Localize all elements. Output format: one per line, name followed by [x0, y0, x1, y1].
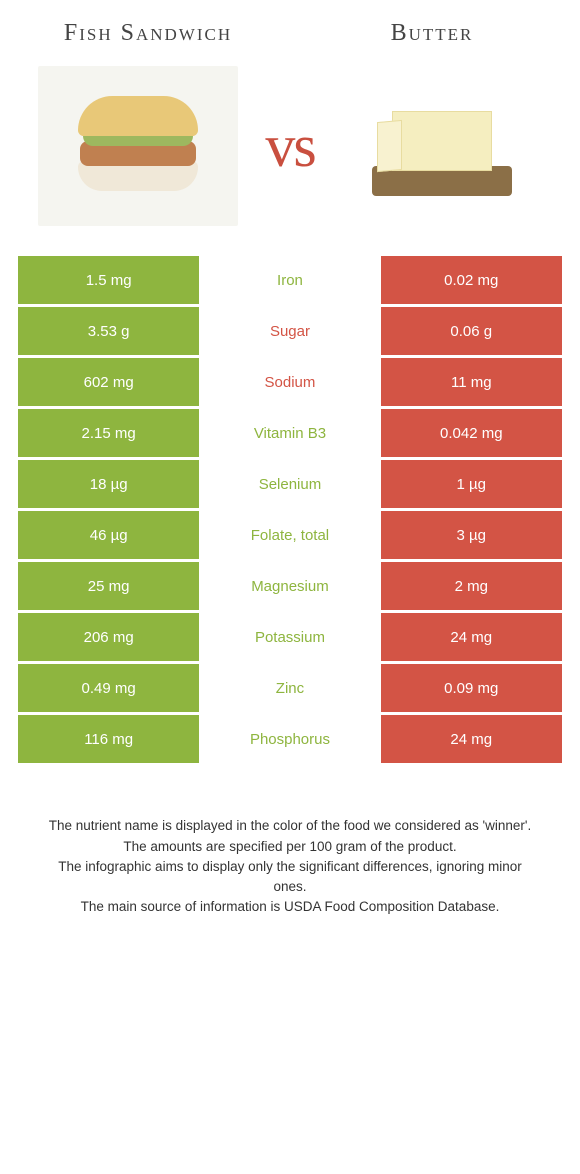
value-right: 24 mg — [381, 715, 562, 763]
table-row: 3.53 gSugar0.06 g — [18, 307, 562, 355]
table-row: 206 mgPotassium24 mg — [18, 613, 562, 661]
food1-image — [38, 66, 238, 226]
value-right: 24 mg — [381, 613, 562, 661]
food2-title: Butter — [332, 20, 532, 46]
value-right: 3 µg — [381, 511, 562, 559]
footer-line: The main source of information is USDA F… — [48, 897, 532, 917]
value-left: 18 µg — [18, 460, 199, 508]
table-row: 602 mgSodium11 mg — [18, 358, 562, 406]
nutrient-label: Vitamin B3 — [199, 409, 380, 457]
food2-image — [342, 66, 542, 226]
footer-notes: The nutrient name is displayed in the co… — [18, 766, 562, 937]
footer-line: The infographic aims to display only the… — [48, 857, 532, 898]
value-left: 1.5 mg — [18, 256, 199, 304]
nutrient-label: Sodium — [199, 358, 380, 406]
value-right: 11 mg — [381, 358, 562, 406]
footer-line: The nutrient name is displayed in the co… — [48, 816, 532, 836]
value-left: 0.49 mg — [18, 664, 199, 712]
value-left: 2.15 mg — [18, 409, 199, 457]
nutrient-label: Phosphorus — [199, 715, 380, 763]
value-right: 2 mg — [381, 562, 562, 610]
footer-line: The amounts are specified per 100 gram o… — [48, 837, 532, 857]
table-row: 116 mgPhosphorus24 mg — [18, 715, 562, 763]
value-right: 1 µg — [381, 460, 562, 508]
nutrient-label: Magnesium — [199, 562, 380, 610]
table-row: 0.49 mgZinc0.09 mg — [18, 664, 562, 712]
value-right: 0.042 mg — [381, 409, 562, 457]
infographic-container: Fish Sandwich Butter vs 1.5 mgIron0.02 m… — [0, 0, 580, 958]
nutrient-label: Zinc — [199, 664, 380, 712]
value-left: 116 mg — [18, 715, 199, 763]
value-left: 25 mg — [18, 562, 199, 610]
title-row: Fish Sandwich Butter — [18, 20, 562, 66]
food1-title: Fish Sandwich — [48, 20, 248, 46]
value-right: 0.02 mg — [381, 256, 562, 304]
image-row: vs — [18, 66, 562, 256]
value-left: 3.53 g — [18, 307, 199, 355]
value-left: 46 µg — [18, 511, 199, 559]
value-right: 0.09 mg — [381, 664, 562, 712]
comparison-table: 1.5 mgIron0.02 mg3.53 gSugar0.06 g602 mg… — [18, 256, 562, 763]
table-row: 46 µgFolate, total3 µg — [18, 511, 562, 559]
nutrient-label: Sugar — [199, 307, 380, 355]
table-row: 18 µgSelenium1 µg — [18, 460, 562, 508]
table-row: 25 mgMagnesium2 mg — [18, 562, 562, 610]
nutrient-label: Selenium — [199, 460, 380, 508]
nutrient-label: Iron — [199, 256, 380, 304]
table-row: 1.5 mgIron0.02 mg — [18, 256, 562, 304]
table-row: 2.15 mgVitamin B30.042 mg — [18, 409, 562, 457]
value-right: 0.06 g — [381, 307, 562, 355]
nutrient-label: Folate, total — [199, 511, 380, 559]
nutrient-label: Potassium — [199, 613, 380, 661]
value-left: 206 mg — [18, 613, 199, 661]
value-left: 602 mg — [18, 358, 199, 406]
vs-label: vs — [265, 112, 314, 181]
